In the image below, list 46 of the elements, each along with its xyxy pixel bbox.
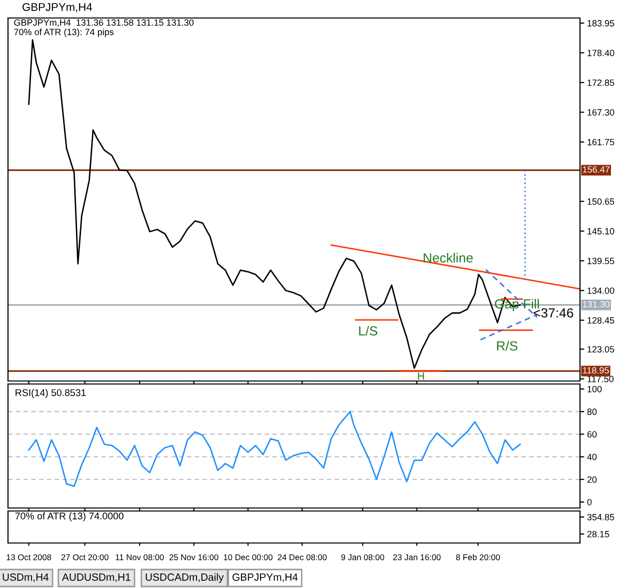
chart-title: GBPJPYm,H4 xyxy=(22,3,92,12)
y-tick-label: 128.45 xyxy=(588,317,614,324)
y-tick-label: 20 xyxy=(587,476,597,483)
y-tick-label: 80 xyxy=(587,408,597,415)
x-tick-label: 13 Oct 2008 xyxy=(6,554,52,560)
annotation: H xyxy=(418,372,424,380)
x-tick-label: 8 Feb 20:00 xyxy=(456,554,500,560)
x-tick-label: 11 Nov 08:00 xyxy=(116,554,164,560)
x-tick-label: 25 Nov 16:00 xyxy=(169,554,218,560)
y-tick-label: 28.15 xyxy=(587,530,610,538)
y-tick-label: 172.85 xyxy=(588,79,614,86)
y-tick-label: 134.00 xyxy=(588,287,614,294)
ref-line-label: 131.30 xyxy=(582,301,610,308)
y-tick-label: 40 xyxy=(587,454,597,460)
annotation: <37:46 xyxy=(534,308,574,318)
y-tick-label: 183.95 xyxy=(588,20,614,26)
text: USDm,H4 xyxy=(2,573,49,582)
y-tick-label: 0 xyxy=(587,498,592,506)
ref-line-label: 118.95 xyxy=(582,367,609,374)
y-tick-label: 150.65 xyxy=(588,198,614,205)
y-tick-label: 178.40 xyxy=(588,50,614,56)
y-tick-label: 167.30 xyxy=(588,109,614,116)
y-tick-label: 354.85 xyxy=(587,514,614,520)
chart-title: 70% of ATR (13) 74.0000 xyxy=(15,512,124,522)
annotation: L/S xyxy=(359,326,378,336)
x-tick-label: 10 Dec 00:00 xyxy=(224,554,272,560)
x-tick-label: 27 Oct 20:00 xyxy=(61,554,108,560)
x-tick-label: 9 Jan 08:00 xyxy=(341,554,384,560)
y-tick-label: 100 xyxy=(588,386,602,392)
y-tick-label: 60 xyxy=(587,431,597,438)
text: USDCADm,Daily xyxy=(146,573,224,583)
y-tick-label: 145.10 xyxy=(588,228,614,234)
ref-line-label: 156.47 xyxy=(582,166,610,173)
text: AUDUSDm,H1 xyxy=(62,573,130,582)
annotation: Neckline xyxy=(424,252,473,263)
x-tick-label: 23 Jan 16:00 xyxy=(393,554,441,560)
y-tick-label: 123.05 xyxy=(588,346,614,353)
chart-title: RSI(14) 50.8531 xyxy=(16,388,86,398)
annotation: GBPJPYm,H4 131.36 131.58 131.15 131.30 xyxy=(14,19,194,27)
x-tick-label: 24 Dec 08:00 xyxy=(278,554,327,560)
y-tick-label: 117.50 xyxy=(588,376,614,382)
annotation: 70% of ATR (13): 74 pips xyxy=(14,28,114,37)
y-tick-label: 139.55 xyxy=(588,258,614,264)
y-tick-label: 161.75 xyxy=(588,138,614,146)
text: GBPJPYm,H4 xyxy=(232,573,298,582)
annotation: R/S xyxy=(497,340,518,351)
